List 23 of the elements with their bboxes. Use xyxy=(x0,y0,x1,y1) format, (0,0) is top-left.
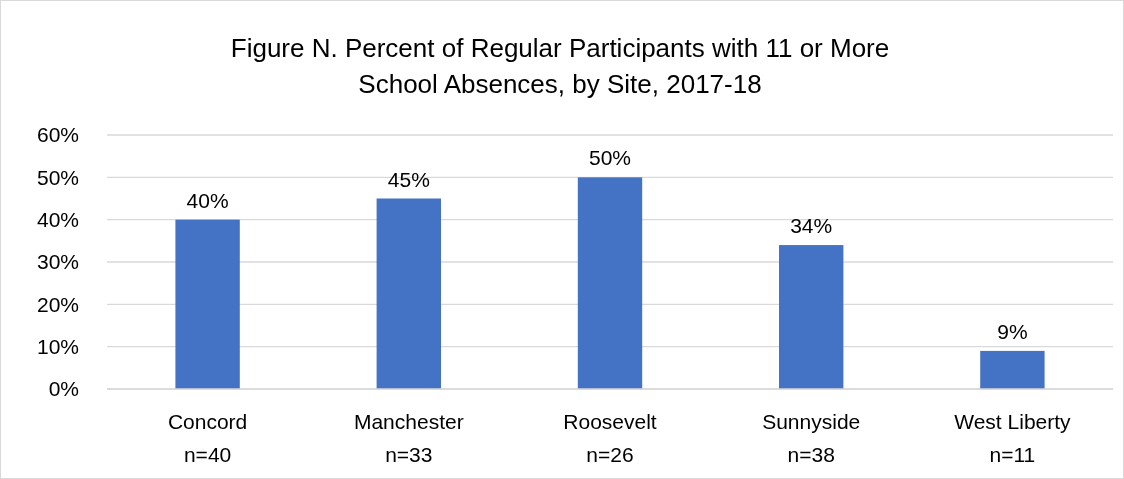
y-tick-label: 20% xyxy=(36,292,79,316)
x-tick-label: Sunnyside n=38 xyxy=(762,410,861,466)
bar xyxy=(376,198,441,389)
data-label: 50% xyxy=(588,146,632,170)
data-label: 45% xyxy=(387,167,430,191)
y-tick-label: 10% xyxy=(36,334,79,358)
data-label: 40% xyxy=(186,188,229,212)
y-tick-label: 40% xyxy=(36,207,79,231)
x-tick-label: Roosevelt n=26 xyxy=(563,410,657,466)
bar xyxy=(779,245,844,389)
data-label: 9% xyxy=(997,319,1028,343)
y-tick-label: 0% xyxy=(48,377,79,401)
x-tick-label: Manchester n=33 xyxy=(353,410,464,466)
x-tick-label: West Liberty n=11 xyxy=(954,410,1072,466)
data-label: 34% xyxy=(790,214,833,238)
bar xyxy=(577,177,643,389)
x-tick-label: Concord n=40 xyxy=(167,410,248,466)
y-tick-label: 30% xyxy=(36,250,79,274)
bar xyxy=(175,219,240,389)
y-tick-label: 50% xyxy=(36,165,79,189)
chart-title: Figure N. Percent of Regular Participants with 11 or More School Absences, by Site, 2017-18 xyxy=(230,33,890,99)
y-tick-label: 60% xyxy=(36,123,79,147)
bar xyxy=(980,350,1045,389)
